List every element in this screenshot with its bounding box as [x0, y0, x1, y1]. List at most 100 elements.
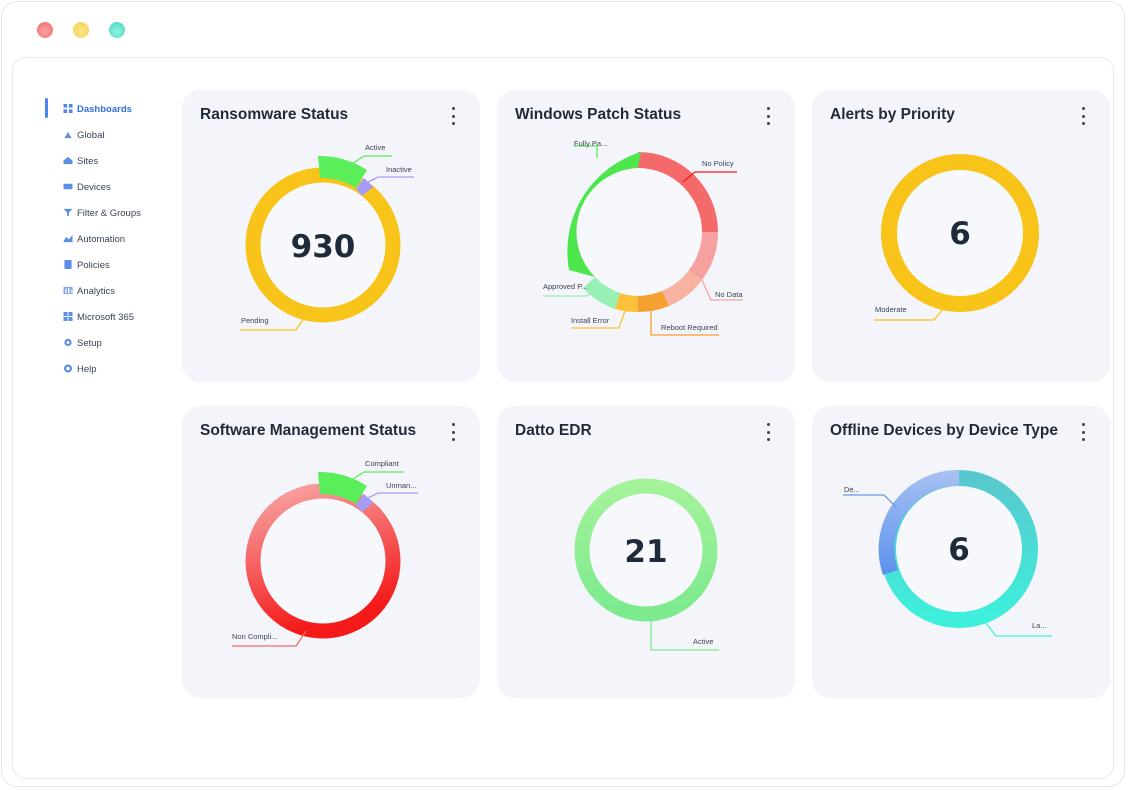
- active-arc: [318, 155, 367, 188]
- active-arc: [574, 478, 718, 622]
- more-options-icon[interactable]: [1078, 107, 1088, 125]
- donut-center: [574, 168, 702, 296]
- total-count: 6: [949, 216, 971, 252]
- datto-edr-card: Datto EDR 21 Active: [497, 406, 795, 698]
- inactive-label: Inactive: [386, 165, 412, 174]
- sidebar-item-microsoft-365[interactable]: Microsoft 365: [45, 304, 175, 330]
- desktop-label: De...: [844, 485, 860, 494]
- desktop-leader: [843, 494, 898, 509]
- offline-donut-chart: 6 De... La...: [843, 469, 1052, 637]
- more-options-icon[interactable]: [763, 107, 773, 125]
- devices-icon: [63, 183, 73, 190]
- sidebar-item-filter-groups[interactable]: Filter & Groups: [45, 200, 175, 226]
- approved-leader: [543, 289, 596, 297]
- close-button[interactable]: [37, 22, 53, 38]
- no-policy-leader: [682, 171, 737, 183]
- offline-devices-card: Offline Devices by Device Type 6 De... L…: [812, 406, 1110, 698]
- moderate-leader: [874, 303, 948, 321]
- moderate-label: Moderate: [875, 305, 907, 314]
- approved-arc: [583, 277, 620, 309]
- minimize-button[interactable]: [73, 22, 89, 38]
- unmanaged-leader: [365, 492, 418, 500]
- alerts-by-priority-card: Alerts by Priority 6 Moderate: [812, 90, 1110, 382]
- ransomware-donut-chart: 930 Active Inactive Pending: [240, 143, 414, 331]
- alerts-donut-chart: 6 Moderate: [874, 154, 1039, 321]
- window-controls: [37, 22, 125, 38]
- laptop-leader: [984, 621, 1052, 637]
- no-data-arc: [689, 232, 718, 280]
- more-options-icon[interactable]: [763, 423, 773, 441]
- card-title: Datto EDR: [515, 422, 592, 439]
- sidebar-item-setup[interactable]: Setup: [45, 330, 175, 356]
- compliant-arc: [318, 471, 367, 504]
- inactive-arc: [356, 178, 373, 196]
- sidebar-item-label: Setup: [77, 337, 102, 349]
- donut-center: [888, 478, 1030, 620]
- more-options-icon[interactable]: [448, 107, 458, 125]
- no-data-arc-2: [662, 270, 702, 306]
- sidebar: Dashboards Global Sites Devices Filter &…: [45, 96, 175, 382]
- no-policy-arc: [638, 152, 718, 232]
- active-indicator: [45, 98, 48, 118]
- analytics-icon: [63, 286, 73, 295]
- card-title: Ransomware Status: [200, 106, 349, 123]
- microsoft-icon: [63, 312, 73, 321]
- sidebar-item-devices[interactable]: Devices: [45, 174, 175, 200]
- donut-center: [253, 175, 393, 315]
- sidebar-item-policies[interactable]: Policies: [45, 252, 175, 278]
- approved-label: Approved P...: [543, 282, 587, 291]
- compliant-leader: [349, 471, 404, 482]
- donut-center: [890, 163, 1030, 303]
- install-error-leader: [571, 304, 628, 329]
- edr-donut-chart: 21 Active: [574, 478, 719, 651]
- sites-icon: [63, 156, 73, 165]
- sidebar-item-label: Dashboards: [77, 103, 132, 115]
- sidebar-item-label: Help: [77, 363, 97, 375]
- windows-patch-status-card: Windows Patch Status Fully Pa... No Poli…: [497, 90, 795, 382]
- sidebar-item-label: Global: [77, 129, 105, 141]
- more-options-icon[interactable]: [1078, 423, 1088, 441]
- no-data-leader: [701, 279, 743, 301]
- sidebar-item-label: Filter & Groups: [77, 207, 141, 219]
- globe-icon: [64, 131, 72, 139]
- install-error-label: Install Error: [571, 316, 610, 325]
- sidebar-item-label: Devices: [77, 181, 111, 193]
- pending-leader: [240, 314, 307, 331]
- compliant-label: Compliant: [365, 459, 400, 468]
- inactive-leader: [365, 176, 414, 184]
- ransomware-status-card: Ransomware Status 930 Active Inactive Pe…: [182, 90, 480, 382]
- no-policy-label: No Policy: [702, 159, 734, 168]
- fully-label: Fully Pa...: [574, 139, 607, 148]
- fully-patched-arc: [567, 152, 641, 277]
- sidebar-item-analytics[interactable]: Analytics: [45, 278, 175, 304]
- sidebar-item-label: Microsoft 365: [77, 311, 135, 323]
- card-title: Offline Devices by Device Type: [830, 422, 1059, 439]
- sidebar-item-sites[interactable]: Sites: [45, 148, 175, 174]
- unmanaged-arc: [356, 494, 373, 512]
- pending-label: Pending: [241, 316, 269, 325]
- non-compliant-label: Non Compli...: [232, 632, 277, 641]
- card-title: Software Management Status: [200, 422, 417, 439]
- patch-donut-chart: Fully Pa... No Policy No Data Reboot Req…: [543, 139, 743, 336]
- more-options-icon[interactable]: [448, 423, 458, 441]
- sidebar-item-automation[interactable]: Automation: [45, 226, 175, 252]
- sidebar-item-global[interactable]: Global: [45, 122, 175, 148]
- software-management-status-card: Software Management Status Compliant Unm…: [182, 406, 480, 698]
- unmanaged-label: Unman...: [386, 481, 416, 490]
- policies-icon: [64, 260, 72, 269]
- sidebar-item-dashboards[interactable]: Dashboards: [45, 96, 175, 122]
- automation-icon: [63, 234, 73, 243]
- software-donut-chart: Compliant Unman... Non Compli...: [232, 459, 418, 647]
- sidebar-item-label: Sites: [77, 155, 99, 167]
- total-count: 6: [948, 532, 970, 568]
- sidebar-item-help[interactable]: Help: [45, 356, 175, 382]
- reboot-required-arc: [638, 291, 669, 313]
- desktop-arc: [878, 469, 959, 575]
- active-label: Active: [693, 637, 713, 646]
- install-error-arc: [615, 293, 638, 313]
- laptop-label: La...: [1032, 621, 1047, 630]
- maximize-button[interactable]: [109, 22, 125, 38]
- sidebar-item-label: Analytics: [77, 285, 116, 297]
- card-title: Alerts by Priority: [830, 106, 955, 123]
- sidebar-item-label: Policies: [77, 259, 110, 271]
